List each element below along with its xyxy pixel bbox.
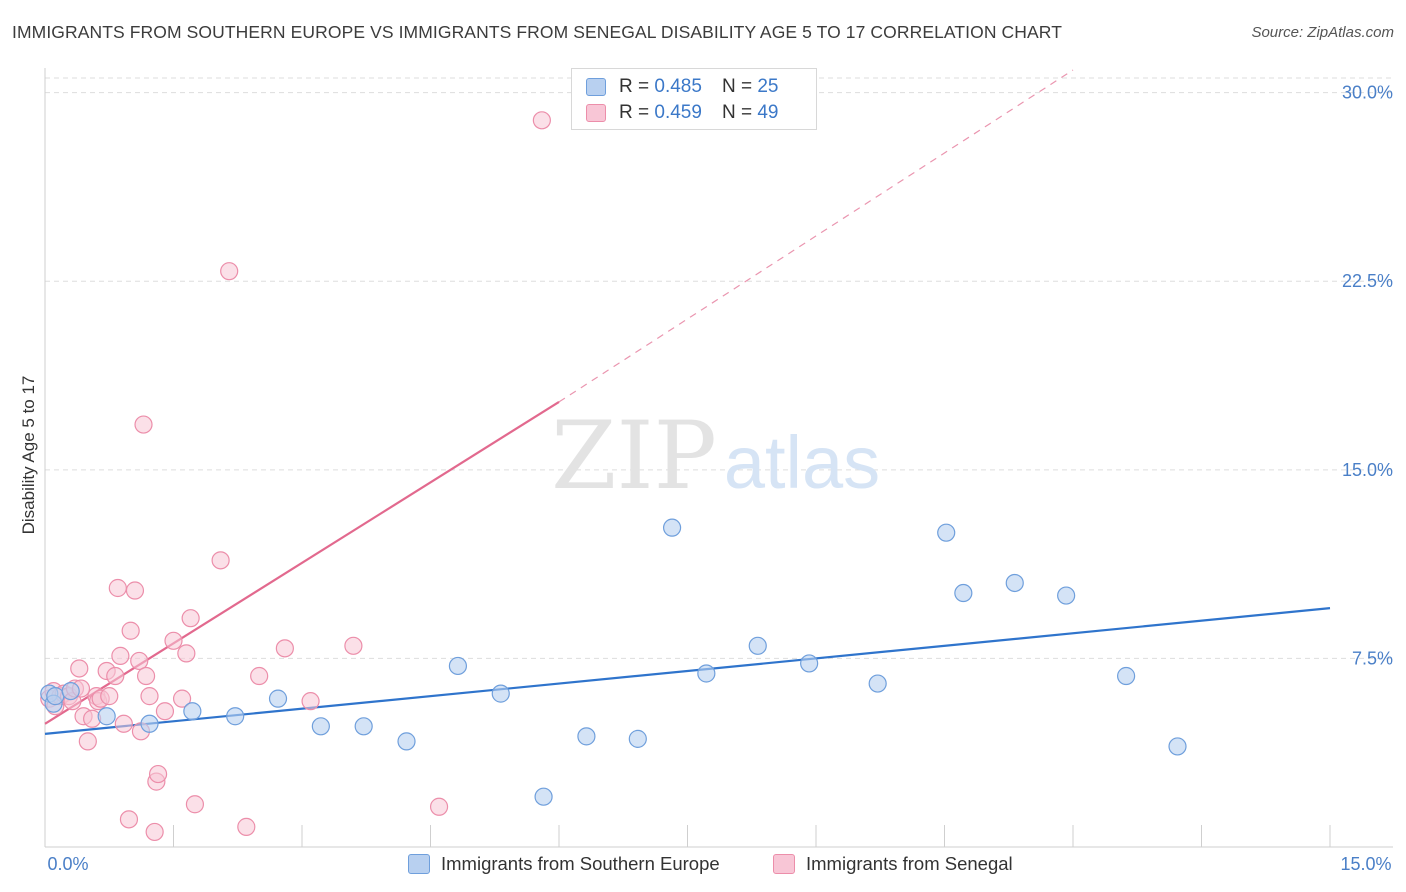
legend-r-value: 0.459 xyxy=(654,102,702,123)
point-southern-europe xyxy=(354,717,373,736)
point-senegal xyxy=(532,111,551,130)
bottom-legend-swatch-pink xyxy=(773,854,795,874)
watermark-atlas: atlas xyxy=(724,421,880,504)
legend-n-label: N = xyxy=(721,102,753,123)
point-southern-europe xyxy=(61,681,80,701)
point-senegal xyxy=(148,764,168,784)
bottom-legend-senegal: Immigrants from Senegal xyxy=(773,852,1013,876)
axes xyxy=(44,68,1393,848)
point-senegal xyxy=(250,666,269,686)
point-senegal xyxy=(140,687,159,706)
point-senegal xyxy=(100,687,119,706)
point-southern-europe xyxy=(662,518,682,537)
trend-line-southern-europe xyxy=(44,607,1331,735)
point-senegal xyxy=(164,631,183,650)
point-southern-europe xyxy=(268,689,288,708)
point-senegal xyxy=(237,817,256,836)
y-tick-label: 7.5% xyxy=(1352,648,1393,668)
point-southern-europe xyxy=(46,687,65,706)
y-tick-label: 15.0% xyxy=(1342,460,1393,480)
trend-line-senegal xyxy=(44,400,560,725)
bottom-legend-label: Immigrants from Southern Europe xyxy=(441,853,720,874)
point-senegal xyxy=(108,578,127,598)
point-southern-europe xyxy=(491,684,510,703)
point-southern-europe xyxy=(534,787,553,806)
x-tick-label: 0.0% xyxy=(47,854,88,874)
point-southern-europe xyxy=(97,707,116,726)
point-senegal xyxy=(121,621,140,640)
point-senegal xyxy=(145,822,164,842)
point-southern-europe xyxy=(1168,737,1187,756)
point-southern-europe xyxy=(1005,573,1024,593)
point-senegal xyxy=(114,714,133,733)
point-senegal xyxy=(344,636,363,655)
legend-r-label: R = xyxy=(619,76,650,97)
point-southern-europe xyxy=(800,654,819,673)
point-senegal xyxy=(136,666,156,686)
legend-n-value: 25 xyxy=(757,76,779,97)
point-senegal xyxy=(111,646,130,665)
point-senegal xyxy=(301,692,320,711)
point-southern-europe xyxy=(183,702,202,721)
data-points xyxy=(40,111,1187,842)
point-senegal xyxy=(172,689,192,708)
point-senegal xyxy=(275,639,294,658)
point-southern-europe xyxy=(226,707,245,726)
point-senegal xyxy=(211,551,230,570)
point-southern-europe xyxy=(448,656,468,676)
point-southern-europe xyxy=(311,717,330,736)
point-senegal xyxy=(119,810,139,829)
point-senegal xyxy=(185,795,205,814)
point-southern-europe xyxy=(577,727,596,746)
watermark-zip: ZIP xyxy=(551,402,717,511)
point-southern-europe xyxy=(937,523,956,542)
point-southern-europe xyxy=(868,674,887,693)
point-senegal xyxy=(181,609,200,628)
gridlines xyxy=(45,77,1393,659)
point-senegal xyxy=(134,415,153,434)
point-senegal xyxy=(130,651,149,671)
point-southern-europe xyxy=(397,732,416,751)
legend-row-southern-europe: R = 0.485 N = 25 xyxy=(586,74,778,100)
legend-swatch-pink xyxy=(586,104,606,122)
point-southern-europe xyxy=(954,583,973,603)
point-senegal xyxy=(155,702,175,721)
y-tick-label: 30.0% xyxy=(1342,83,1393,103)
stats-legend: R = 0.485 N = 25 R = 0.459 N = 49 xyxy=(571,68,817,130)
point-southern-europe xyxy=(1057,586,1076,605)
point-senegal xyxy=(177,644,196,663)
point-southern-europe xyxy=(1117,666,1136,686)
legend-n-label: N = xyxy=(721,76,753,97)
point-southern-europe xyxy=(697,664,716,683)
legend-swatch-blue xyxy=(586,78,606,96)
tick-labels: 7.5% 15.0% 22.5% 30.0% 0.0% 15.0% xyxy=(47,83,1393,874)
x-tick-label: 15.0% xyxy=(1340,854,1391,874)
y-tick-label: 22.5% xyxy=(1342,271,1393,291)
point-southern-europe xyxy=(140,714,159,733)
point-senegal xyxy=(78,732,97,751)
bottom-legend-label: Immigrants from Senegal xyxy=(806,853,1013,874)
point-senegal xyxy=(106,666,125,686)
point-senegal xyxy=(125,581,145,600)
point-senegal xyxy=(220,262,239,281)
watermark: ZIP atlas xyxy=(551,402,880,511)
point-southern-europe xyxy=(628,729,647,748)
chart-title: IMMIGRANTS FROM SOUTHERN EUROPE VS IMMIG… xyxy=(12,22,1063,42)
bottom-legend-southern-europe: Immigrants from Southern Europe xyxy=(408,852,720,876)
trend-lines xyxy=(44,69,1331,735)
source-label: Source: ZipAtlas.com xyxy=(1251,24,1394,41)
point-senegal xyxy=(70,659,89,678)
point-senegal xyxy=(429,797,449,816)
trend-line-senegal-extension xyxy=(558,69,1074,403)
bottom-legend-swatch-blue xyxy=(408,854,430,874)
legend-n-value: 49 xyxy=(757,102,779,123)
legend-row-senegal: R = 0.459 N = 49 xyxy=(586,100,778,126)
legend-r-value: 0.485 xyxy=(654,76,702,97)
legend-r-label: R = xyxy=(619,102,650,123)
point-southern-europe xyxy=(748,636,767,655)
